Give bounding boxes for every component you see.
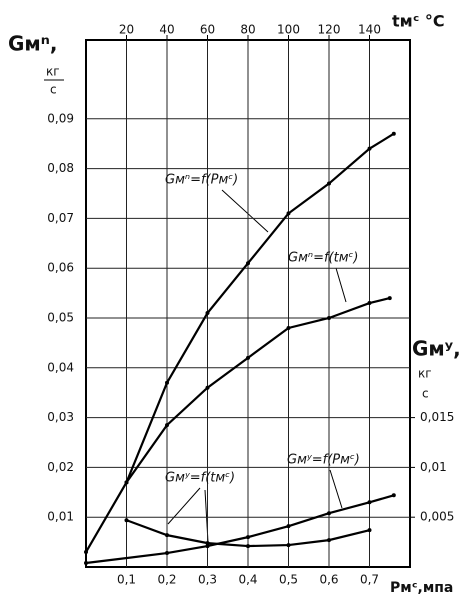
- x2-tick-label: 80: [240, 23, 255, 37]
- series-line: [125, 297, 391, 483]
- point: [391, 131, 396, 136]
- series-line: [85, 132, 395, 553]
- x2-tick-label: 100: [277, 23, 300, 37]
- point: [165, 551, 169, 556]
- y-tick-label: 0,01: [47, 510, 74, 524]
- point: [165, 423, 169, 428]
- point: [387, 296, 392, 301]
- point: [124, 480, 129, 485]
- x-tick-label: 0,3: [198, 573, 217, 587]
- y-tick-label: 0,02: [47, 460, 74, 474]
- series-line: [85, 494, 395, 565]
- y-tick-label: 0,09: [47, 111, 74, 125]
- point: [165, 533, 169, 538]
- x-axis-label: Pмᶜ,мпа: [390, 580, 453, 596]
- point: [124, 518, 129, 523]
- curve-label: Gмʸ=f(tмᶜ): [165, 471, 235, 486]
- x2-tick-label: 120: [318, 23, 341, 37]
- x-tick-label: 0,6: [319, 573, 338, 587]
- point: [246, 355, 250, 360]
- point: [286, 543, 291, 548]
- point: [327, 538, 331, 543]
- y2-unit-bottom: с: [422, 387, 429, 401]
- curve-label: Gмʸ=f(Pмᶜ): [287, 453, 360, 468]
- point: [286, 524, 291, 529]
- point: [286, 325, 291, 330]
- y-tick-label: 0,03: [47, 410, 74, 424]
- point: [327, 316, 331, 320]
- y2-tick-label: 0,005: [420, 510, 454, 524]
- x2-axis-label: tмᶜ °C: [392, 12, 445, 31]
- point: [367, 528, 372, 533]
- curve-label: Gмⁿ=f(tмᶜ): [288, 251, 358, 266]
- x2-tick-label: 20: [119, 23, 134, 37]
- y2-axis-label: Gмʸ,: [412, 337, 461, 361]
- point: [246, 544, 250, 549]
- y-tick-label: 0,05: [47, 311, 74, 325]
- point: [246, 261, 250, 266]
- point: [367, 500, 372, 505]
- point: [205, 544, 210, 549]
- x-tick-label: 0,4: [238, 573, 257, 587]
- point: [246, 535, 250, 540]
- y-axis-label: Gмⁿ,: [8, 32, 57, 56]
- point: [84, 550, 88, 555]
- y2-tick-label: 0,01: [420, 460, 447, 474]
- x-tick-label: 0,1: [117, 573, 136, 587]
- point: [205, 311, 210, 316]
- y2-unit-top: кг: [418, 367, 432, 381]
- curve-label: Gмⁿ=f(Pмᶜ): [165, 173, 238, 188]
- y-tick-label: 0,06: [47, 261, 74, 275]
- y-tick-label: 0,04: [47, 360, 74, 374]
- y-tick-label: 0,08: [47, 161, 74, 175]
- point: [286, 211, 291, 216]
- point: [165, 380, 169, 385]
- point: [391, 493, 396, 498]
- point: [327, 511, 331, 516]
- y-unit-bottom: с: [50, 83, 57, 97]
- x2-tick-label: 40: [159, 23, 174, 37]
- point: [84, 561, 88, 566]
- y2-tick-label: 0,015: [420, 410, 454, 424]
- x2-tick-label: 140: [358, 23, 381, 37]
- x-tick-label: 0,5: [279, 573, 298, 587]
- point: [367, 146, 372, 151]
- y-tick-label: 0,07: [47, 211, 74, 225]
- point: [327, 181, 331, 186]
- point: [205, 541, 210, 546]
- x2-tick-label: 60: [200, 23, 215, 37]
- y-unit-top: кг: [46, 65, 60, 79]
- x-tick-label: 0,2: [157, 573, 176, 587]
- x-tick-label: 0,7: [360, 573, 379, 587]
- leader-lines: [167, 189, 347, 543]
- point: [205, 385, 210, 390]
- point: [367, 301, 372, 306]
